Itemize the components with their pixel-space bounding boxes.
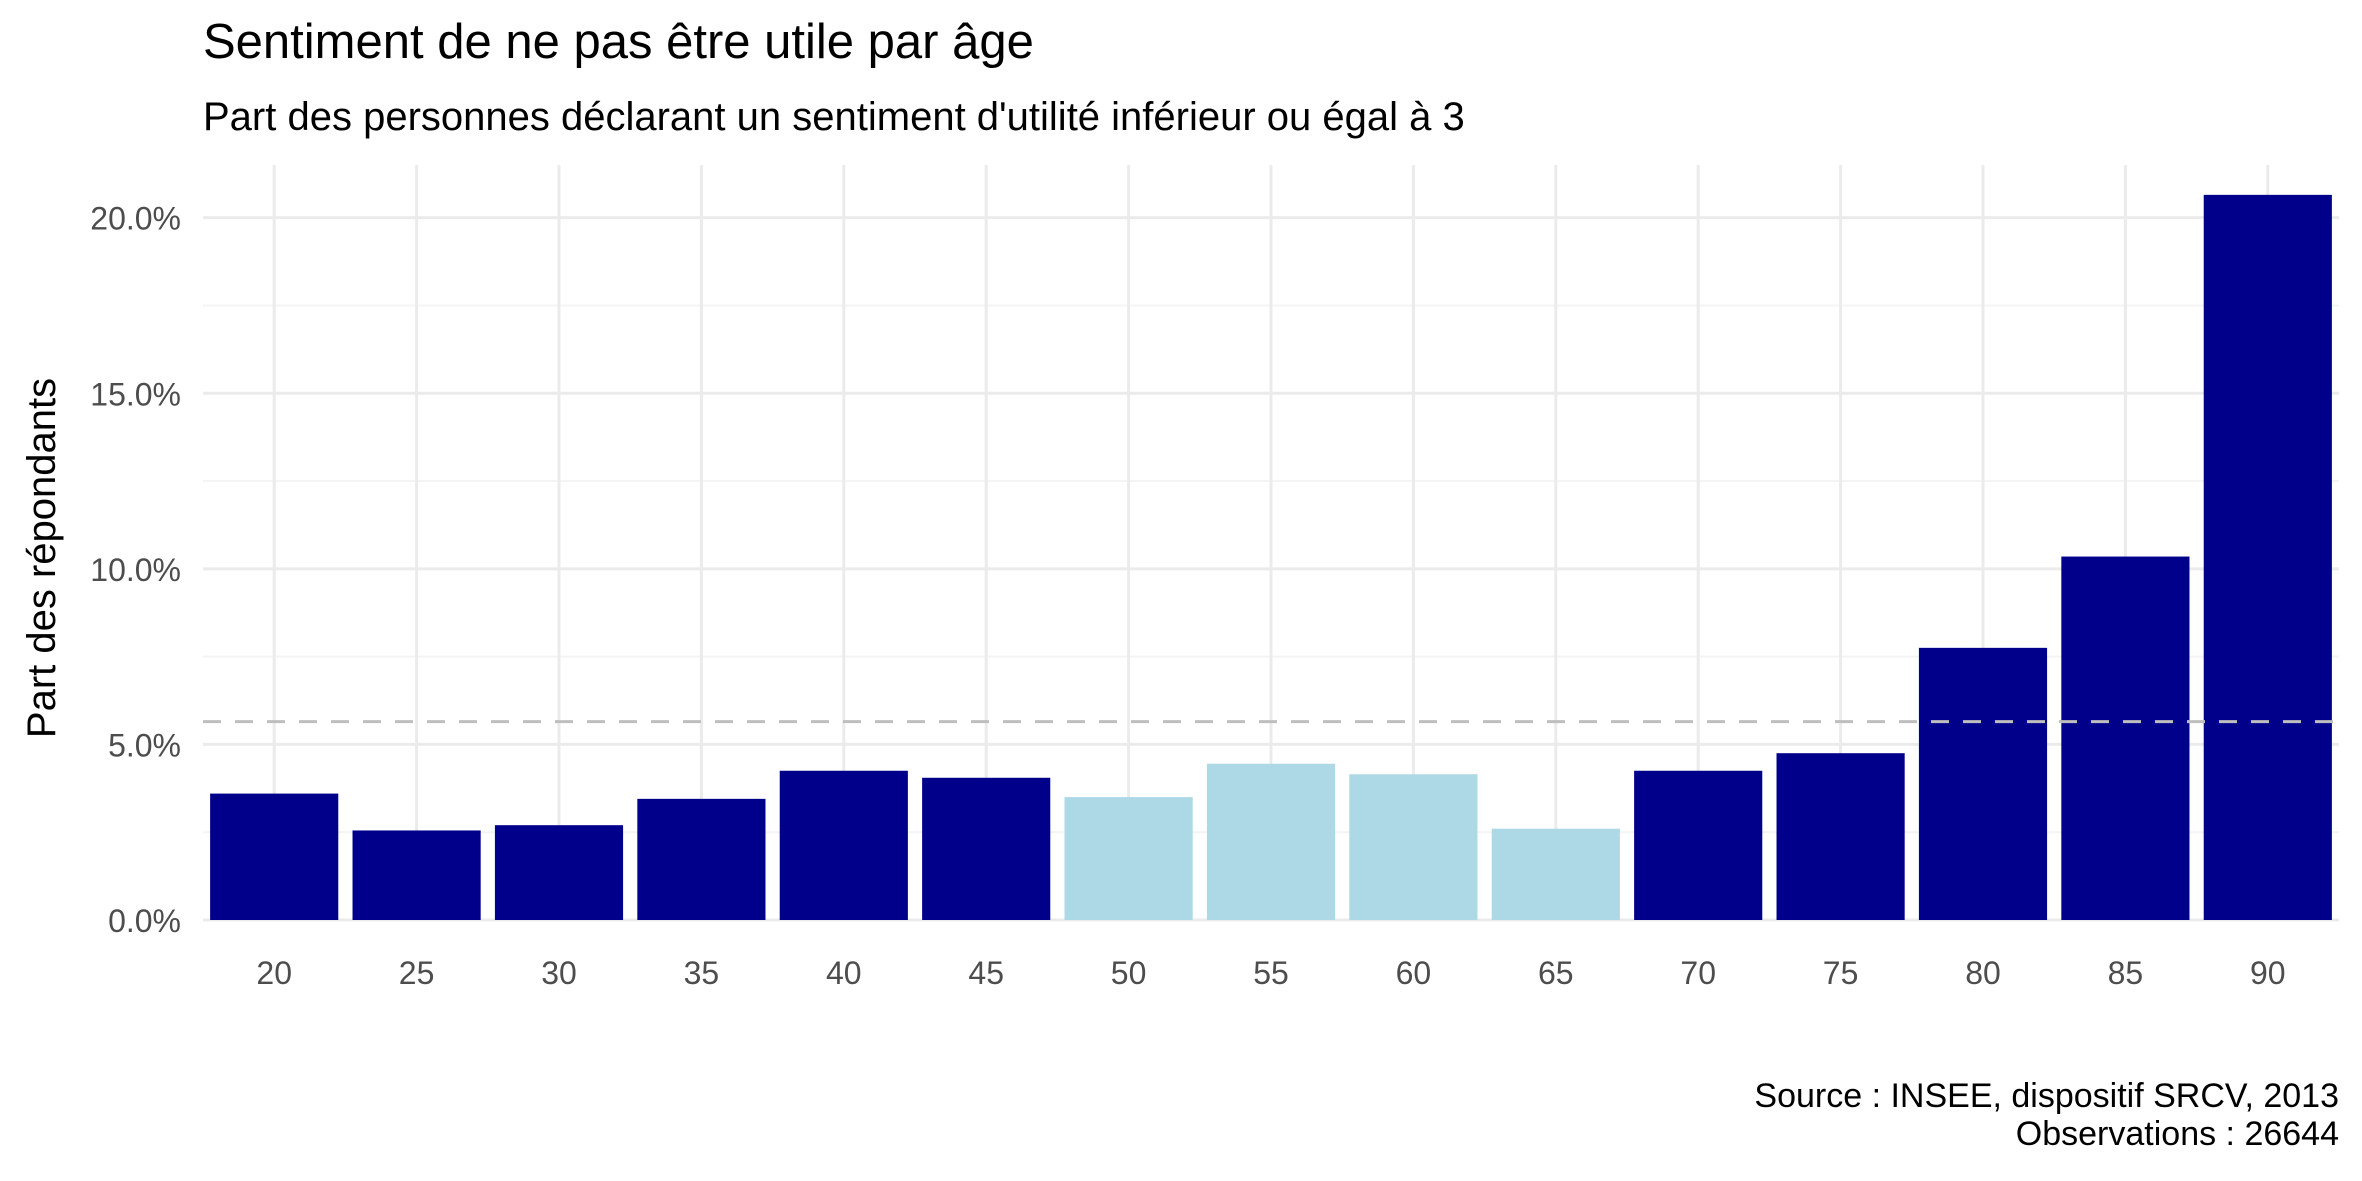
y-axis-ticks: 0.0% 5.0% 10.0% 15.0% 20.0%	[90, 201, 181, 939]
x-tick-label: 70	[1680, 955, 1716, 991]
x-tick-label: 75	[1823, 955, 1859, 991]
bar	[1064, 797, 1193, 920]
bar	[352, 830, 481, 920]
y-tick-label: 5.0%	[108, 727, 181, 763]
bar	[779, 770, 908, 920]
x-tick-label: 65	[1538, 955, 1574, 991]
x-tick-label: 30	[541, 955, 577, 991]
bar	[1634, 770, 1763, 920]
caption-observations: Observations : 26644	[2016, 1115, 2339, 1153]
bar	[1206, 763, 1336, 920]
bar-series	[210, 194, 2332, 921]
x-tick-label: 20	[256, 955, 292, 991]
x-tick-label: 40	[826, 955, 862, 991]
bar	[2203, 194, 2332, 921]
x-tick-label: 85	[2108, 955, 2144, 991]
chart-subtitle: Part des personnes déclarant un sentimen…	[203, 95, 1465, 139]
bar	[494, 825, 624, 920]
x-tick-label: 35	[684, 955, 720, 991]
x-axis-ticks: 20 25 30 35 40 45 50 55 60 65 70 75 80 85 90	[256, 955, 2285, 991]
bar	[2061, 556, 2190, 920]
y-tick-label: 10.0%	[90, 552, 181, 588]
bar	[1776, 753, 1905, 920]
x-tick-label: 60	[1396, 955, 1432, 991]
caption-source: Source : INSEE, dispositif SRCV, 2013	[1754, 1077, 2339, 1115]
y-tick-label: 15.0%	[90, 376, 181, 412]
x-tick-label: 25	[399, 955, 435, 991]
bar	[210, 793, 339, 920]
bar	[637, 798, 766, 920]
x-tick-label: 50	[1111, 955, 1147, 991]
x-tick-label: 55	[1253, 955, 1289, 991]
y-axis-label: Part des répondants	[20, 378, 64, 738]
x-tick-label: 90	[2250, 955, 2286, 991]
bar	[1491, 828, 1620, 920]
chart-title: Sentiment de ne pas être utile par âge	[203, 15, 1034, 69]
x-tick-label: 80	[1965, 955, 2001, 991]
y-tick-label: 20.0%	[90, 201, 181, 237]
bar	[922, 777, 1051, 920]
y-tick-label: 0.0%	[108, 903, 181, 939]
bar	[1349, 774, 1478, 920]
bar	[1918, 647, 2048, 920]
x-tick-label: 45	[968, 955, 1004, 991]
